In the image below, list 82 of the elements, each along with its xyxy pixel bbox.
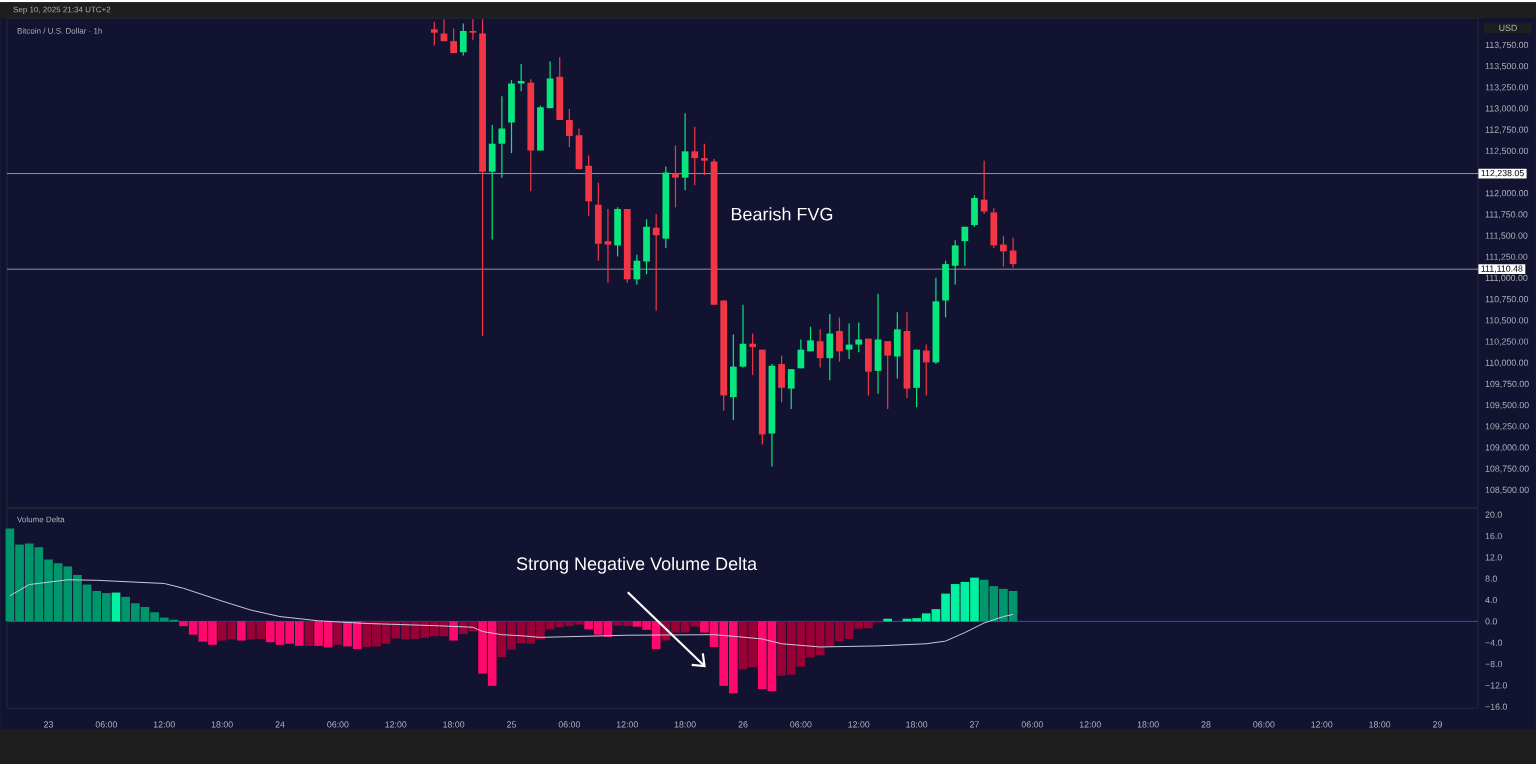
- y-tick-label: 109,250.00: [1485, 423, 1529, 431]
- y-tick-label: 4.0: [1485, 596, 1497, 604]
- y-tick-label: 113,750.00: [1485, 41, 1529, 49]
- y-tick-label: 20.0: [1485, 511, 1502, 518]
- y-tick-label: 112,500.00: [1485, 147, 1529, 155]
- y-tick-label: 108,500.00: [1485, 486, 1529, 494]
- x-tick-label: 18:00: [443, 721, 465, 728]
- y-tick-label: 109,500.00: [1485, 401, 1529, 410]
- x-tick-label: 18:00: [1137, 721, 1159, 728]
- text: Volume Delta: [17, 516, 65, 523]
- y-tick-label: 111,750.00: [1485, 211, 1528, 219]
- y-tick-label: 113,000.00: [1485, 105, 1529, 113]
- x-tick-label: 28: [1201, 721, 1211, 728]
- y-tick-label: 0.0: [1485, 618, 1497, 625]
- ref-line-label: 112,238.05: [1481, 169, 1524, 178]
- x-tick-label: 25: [507, 721, 517, 728]
- y-tick-label: −4.0: [1485, 639, 1503, 646]
- y-tick-label: 110,750.00: [1485, 295, 1529, 304]
- candlestick: [430, 20, 438, 46]
- bar: [449, 621, 458, 641]
- x-tick-label: 06:00: [1253, 721, 1275, 728]
- candlestick: [787, 368, 795, 410]
- candlestick: [855, 321, 863, 353]
- y-tick-label: 110,500.00: [1485, 317, 1529, 325]
- text: Bitcoin / U.S. Dollar · 1h: [17, 27, 102, 34]
- y-tick-label: 113,500.00: [1485, 62, 1529, 71]
- y-tick-label: 111,250.00: [1485, 253, 1528, 261]
- candlestick: [450, 27, 457, 54]
- y-tick-label: −8.0: [1485, 660, 1503, 668]
- x-tick-label: 23: [44, 721, 54, 728]
- x-tick-label: 06:00: [790, 721, 812, 728]
- x-tick-label: 12:00: [153, 721, 175, 728]
- x-tick-label: 12:00: [616, 721, 638, 728]
- y-tick-label: 113,250.00: [1485, 84, 1529, 92]
- y-tick-label: 112,000.00: [1485, 189, 1529, 198]
- x-tick-label: 06:00: [1021, 721, 1044, 728]
- y-tick-label: −12.0: [1485, 682, 1507, 689]
- x-tick-label: 18:00: [211, 721, 233, 728]
- x-tick-label: 06:00: [327, 721, 349, 728]
- y-tick-label: 112,750.00: [1485, 126, 1529, 134]
- y-tick-label: 12.0: [1485, 554, 1502, 561]
- annotation: Bearish FVG: [731, 207, 833, 221]
- x-tick-label: 27: [970, 721, 979, 728]
- x-tick-label: 12:00: [385, 721, 407, 728]
- candlestick: [537, 104, 544, 151]
- candlestick: [951, 239, 959, 285]
- x-tick-label: 18:00: [674, 721, 696, 728]
- line-series: [9, 579, 1014, 648]
- x-tick-label: 12:00: [1311, 721, 1333, 728]
- annotation: Strong Negative Volume Delta: [516, 556, 758, 574]
- x-tick-label: 29: [1433, 721, 1442, 728]
- y-tick-label: 16.0: [1485, 532, 1502, 540]
- y-tick-label: 111,000.00: [1485, 274, 1528, 282]
- x-tick-label: 18:00: [1369, 721, 1391, 728]
- y-axis-title: USD: [1499, 24, 1517, 31]
- ref-line-label: 111,110.48: [1481, 265, 1523, 273]
- candlestick: [778, 354, 785, 403]
- y-tick-label: 110,000.00: [1485, 359, 1529, 367]
- x-tick-label: 12:00: [1079, 721, 1101, 728]
- bar: [304, 621, 314, 646]
- y-tick-label: 111,500.00: [1485, 232, 1528, 240]
- text: Sep 10, 2025 21:34 UTC+2: [13, 6, 111, 14]
- candlestick: [691, 126, 699, 186]
- y-tick-label: 109,750.00: [1485, 380, 1529, 388]
- x-tick-label: 18:00: [906, 721, 928, 728]
- y-tick-label: 8.0: [1485, 575, 1497, 582]
- bar: [237, 621, 246, 641]
- y-tick-label: −16.0: [1485, 703, 1507, 710]
- y-tick-label: 109,000.00: [1485, 444, 1529, 452]
- x-tick-label: 24: [275, 721, 285, 728]
- candlestick: [701, 142, 708, 176]
- candlestick: [672, 144, 679, 208]
- candlestick: [884, 340, 892, 410]
- y-tick-label: 108,750.00: [1485, 465, 1529, 473]
- x-tick-label: 12:00: [848, 721, 870, 728]
- x-tick-label: 06:00: [95, 721, 118, 728]
- x-tick-label: 26: [738, 721, 748, 728]
- candlestick: [498, 95, 506, 179]
- x-tick-label: 06:00: [558, 721, 581, 728]
- y-tick-label: 110,250.00: [1485, 338, 1529, 346]
- candlestick: [942, 259, 949, 318]
- bar: [111, 592, 121, 622]
